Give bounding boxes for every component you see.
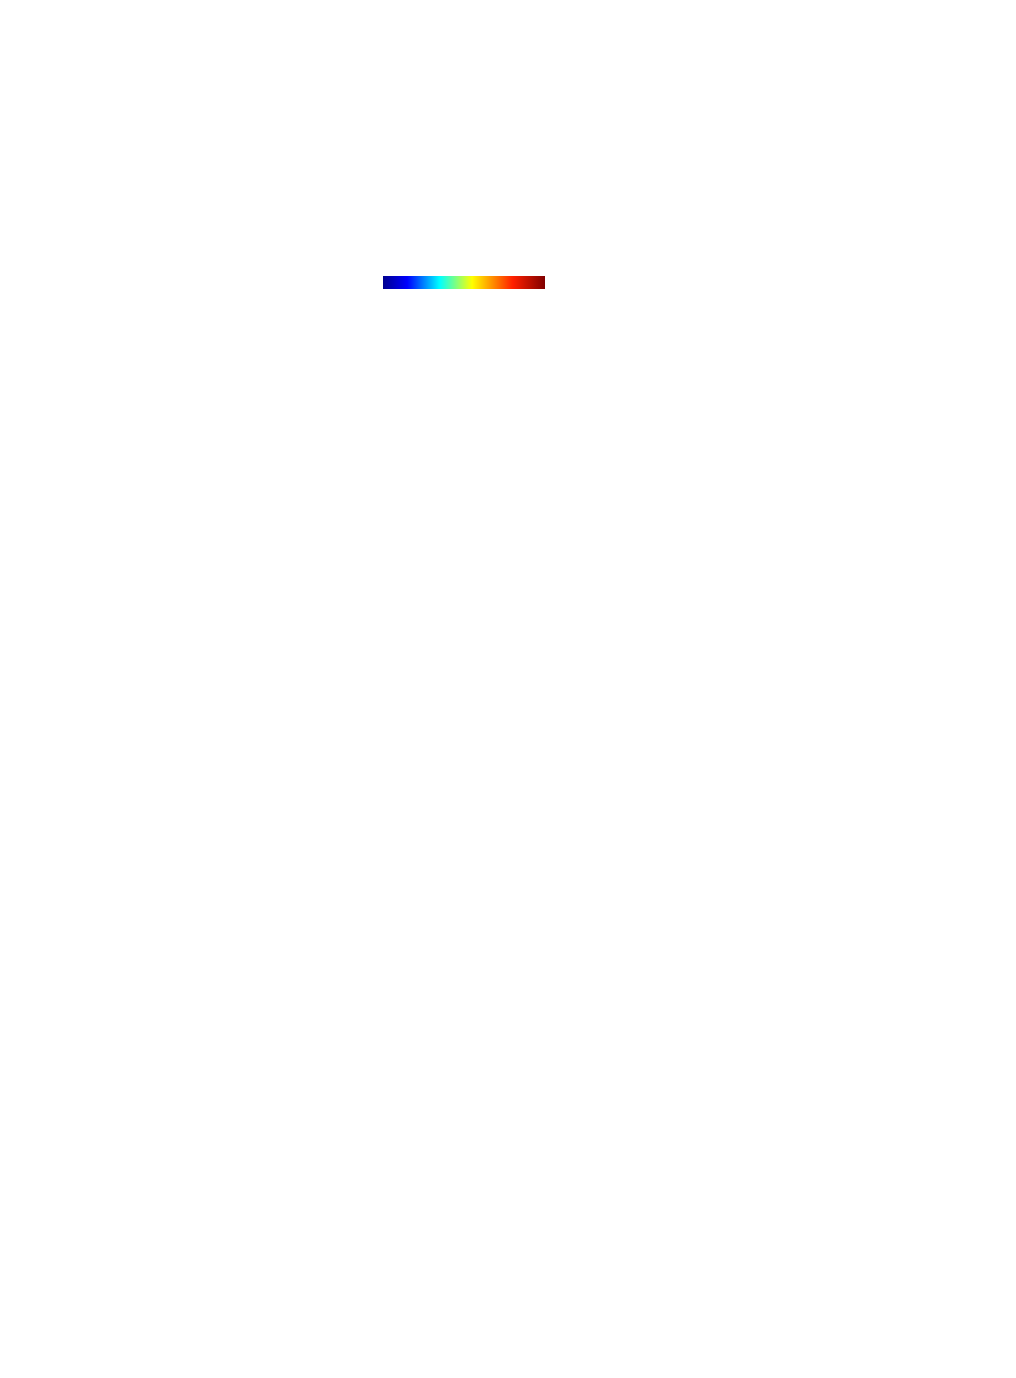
figure-panels [383, 276, 545, 289]
colorbar [383, 276, 545, 289]
